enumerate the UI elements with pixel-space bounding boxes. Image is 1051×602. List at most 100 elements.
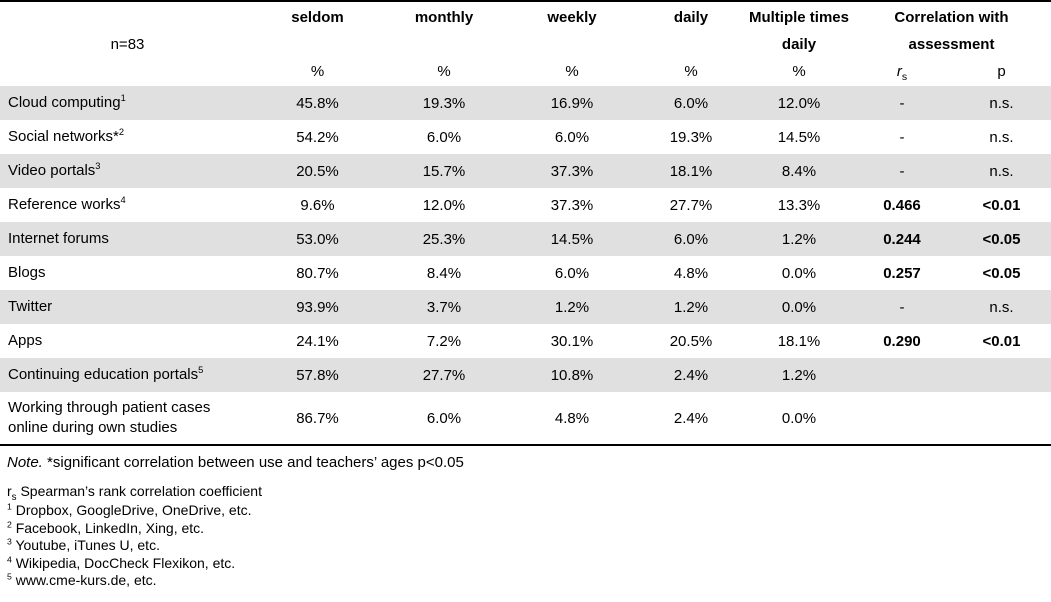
- frequency-value: 20.5%: [296, 162, 339, 180]
- p-value: n.s.: [989, 94, 1014, 112]
- rs-value: -: [899, 128, 905, 146]
- table-top-rule: [0, 0, 1051, 2]
- table-body: Cloud computing1 45.8% 19.3% 16.9% 6.0% 12.0%…: [0, 86, 1051, 444]
- table-row: Social networks*2 54.2% 6.0% 6.0% 19.3% 14.5%…: [0, 120, 1051, 154]
- frequency-value: 8.4%: [426, 264, 462, 282]
- table-row: Video portals3 20.5% 15.7% 37.3% 18.1% 8.4% - n…: [0, 154, 1051, 188]
- frequency-value: 18.1%: [669, 162, 713, 180]
- rs-value: 0.466: [883, 196, 921, 214]
- frequency-value: 20.5%: [669, 332, 713, 350]
- frequency-value: 53.0%: [296, 230, 339, 248]
- frequency-value: 45.8%: [296, 94, 339, 112]
- row-label: Reference works4: [8, 195, 126, 213]
- percent-subheader: %: [792, 62, 806, 80]
- frequency-value: 13.3%: [777, 196, 821, 214]
- table-row: Apps 24.1% 7.2% 30.1% 20.5% 18.1% 0.290 <0.01: [0, 324, 1051, 358]
- p-value: <0.01: [982, 196, 1021, 214]
- frequency-value: 57.8%: [296, 366, 339, 384]
- frequency-value: 6.0%: [426, 409, 462, 427]
- frequency-value: 30.1%: [550, 332, 594, 350]
- frequency-value: 14.5%: [550, 230, 594, 248]
- p-value: n.s.: [989, 128, 1014, 146]
- table-row: Reference works4 9.6% 12.0% 37.3% 27.7% 13.3%…: [0, 188, 1051, 222]
- frequency-value: 12.0%: [777, 94, 821, 112]
- frequency-value: 6.0%: [426, 128, 462, 146]
- sample-size-label: n=83: [110, 35, 145, 53]
- table-row: Continuing education portals5 57.8% 27.7% 1…: [0, 358, 1051, 392]
- frequency-value: 27.7%: [422, 366, 466, 384]
- frequency-value: 3.7%: [426, 298, 462, 316]
- column-header-monthly: monthly: [414, 8, 474, 26]
- percent-subheader: %: [310, 62, 325, 80]
- footnote-1: 1 Dropbox, GoogleDrive, OneDrive, etc.: [7, 501, 252, 518]
- frequency-value: 6.0%: [554, 264, 590, 282]
- rs-value: 0.257: [883, 264, 921, 282]
- row-label: Social networks*2: [8, 127, 125, 145]
- row-label: Blogs: [8, 264, 46, 281]
- rs-subheader: rs: [896, 62, 908, 83]
- table-row: Blogs 80.7% 8.4% 6.0% 4.8% 0.0% 0.257 <0.05: [0, 256, 1051, 290]
- row-label: Video portals3: [8, 161, 101, 179]
- rs-value: -: [899, 298, 905, 316]
- frequency-value: 16.9%: [550, 94, 594, 112]
- note-line: Note. *significant correlation between u…: [7, 454, 1051, 471]
- column-header-correlation-line1: Correlation with: [894, 8, 1009, 26]
- frequency-value: 0.0%: [781, 298, 817, 316]
- footnote-4: 4 Wikipedia, DocCheck Flexikon, etc.: [7, 553, 236, 571]
- frequency-value: 86.7%: [296, 409, 339, 427]
- frequency-value: 6.0%: [554, 128, 590, 146]
- row-label: Working through patient cases online dur…: [8, 399, 211, 436]
- frequency-value: 25.3%: [422, 230, 466, 248]
- column-header-weekly: weekly: [547, 8, 597, 26]
- column-header-correlation-line2: assessment: [908, 35, 995, 53]
- table-header: n=83 seldom monthly weekly daily Multipl…: [0, 2, 1051, 86]
- frequency-value: 10.8%: [550, 366, 594, 384]
- row-label: Twitter: [8, 298, 53, 315]
- frequency-value: 37.3%: [550, 162, 594, 180]
- frequency-value: 93.9%: [296, 298, 339, 316]
- frequency-value: 19.3%: [422, 94, 466, 112]
- table-row: Working through patient cases online dur…: [0, 392, 1051, 444]
- frequency-value: 12.0%: [422, 196, 466, 214]
- p-value: n.s.: [989, 162, 1014, 180]
- column-header-multiple-times-line1: Multiple times: [748, 8, 849, 26]
- frequency-value: 6.0%: [673, 94, 709, 112]
- percent-subheader: %: [565, 62, 579, 80]
- footnote-2: 2 Facebook, LinkedIn, Xing, etc.: [7, 518, 205, 536]
- frequency-value: 0.0%: [781, 264, 817, 282]
- frequency-value: 6.0%: [673, 230, 709, 248]
- frequency-value: 2.4%: [673, 366, 709, 384]
- frequency-value: 0.0%: [781, 409, 817, 427]
- rs-value: 0.290: [883, 332, 921, 350]
- rs-value: 0.244: [883, 230, 921, 248]
- table-row: Twitter 93.9% 3.7% 1.2% 1.2% 0.0% - n.s.: [0, 290, 1051, 324]
- rs-value: -: [899, 94, 905, 112]
- percent-subheader: %: [684, 62, 698, 80]
- row-label: Internet forums: [8, 230, 109, 247]
- p-subheader: p: [997, 62, 1006, 80]
- p-value: n.s.: [989, 298, 1014, 316]
- note-label: Note.: [7, 454, 43, 471]
- percent-subheader: %: [437, 62, 451, 80]
- footnote-3: 3 Youtube, iTunes U, etc.: [7, 536, 160, 553]
- footnotes: Note. *significant correlation between u…: [0, 454, 1051, 590]
- p-value: <0.05: [982, 264, 1021, 282]
- row-label: Apps: [8, 332, 43, 349]
- frequency-value: 1.2%: [673, 298, 709, 316]
- frequency-value: 18.1%: [777, 332, 821, 350]
- table-bottom-rule: [0, 444, 1051, 446]
- frequency-value: 9.6%: [300, 196, 335, 214]
- frequency-value: 4.8%: [554, 409, 590, 427]
- table-row: Internet forums 53.0% 25.3% 14.5% 6.0% 1.2% 0.…: [0, 222, 1051, 256]
- frequency-value: 37.3%: [550, 196, 594, 214]
- frequency-value: 19.3%: [669, 128, 713, 146]
- row-label: Continuing education portals5: [8, 365, 204, 383]
- frequency-value: 4.8%: [673, 264, 709, 282]
- frequency-value: 1.2%: [781, 230, 817, 248]
- table-row: Cloud computing1 45.8% 19.3% 16.9% 6.0% 12.0%…: [0, 86, 1051, 120]
- footnote-rs: rs Spearman’s rank correlation coefficie…: [7, 483, 262, 503]
- p-value: <0.05: [982, 230, 1021, 248]
- footnote-5: 5 www.cme-kurs.de, etc.: [7, 571, 157, 588]
- frequency-value: 15.7%: [422, 162, 466, 180]
